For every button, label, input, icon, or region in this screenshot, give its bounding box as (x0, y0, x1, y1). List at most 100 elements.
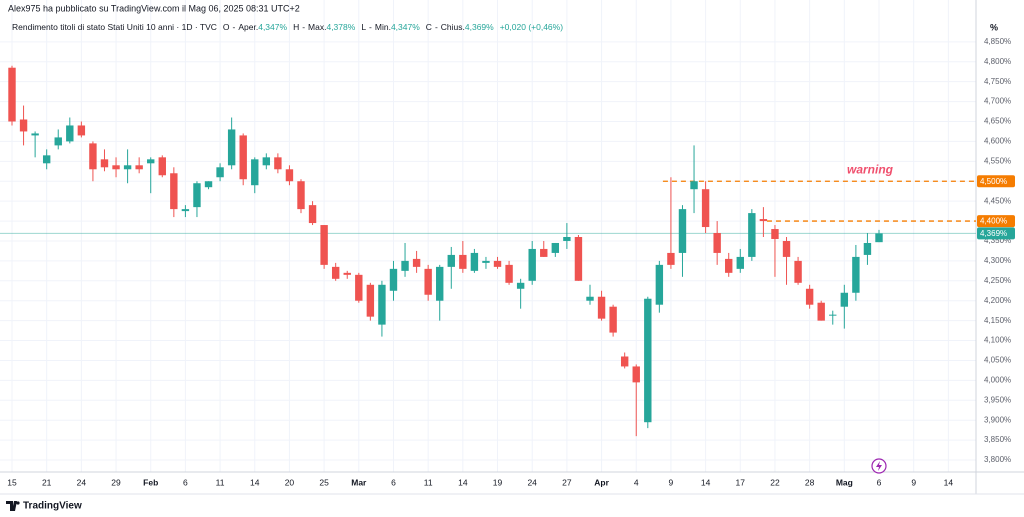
candle-body (482, 260, 490, 263)
legend-separator: - (369, 22, 372, 32)
candle-body (470, 252, 479, 271)
candle-body (840, 292, 849, 307)
candle-body (147, 159, 155, 164)
candle-body (8, 67, 16, 122)
candle-body (239, 135, 247, 180)
logo-dot (16, 501, 20, 505)
y-tick-label: 4,550% (984, 156, 1011, 165)
candle-body (89, 143, 97, 170)
x-tick-label: 6 (877, 477, 882, 487)
y-tick-label: 4,650% (984, 117, 1011, 126)
candle-body (794, 260, 802, 283)
candle-body (42, 155, 51, 164)
candle-body (251, 159, 259, 186)
price-badge-label: 4,369% (980, 229, 1007, 238)
candle-body (378, 284, 386, 325)
icon-bolt[interactable] (876, 461, 882, 471)
candle-body (204, 181, 213, 188)
candle-body (516, 282, 525, 289)
x-tick-label: 22 (770, 477, 780, 487)
candle-body (366, 284, 375, 317)
candle-body (112, 165, 120, 170)
candle-body (193, 183, 201, 208)
logo-mark (6, 501, 17, 511)
candle-body (320, 225, 328, 265)
candle-body (713, 233, 721, 253)
candle-body (678, 209, 687, 253)
candle-body (19, 119, 28, 132)
y-tick-label: 3,900% (984, 415, 1011, 424)
candle-body (77, 125, 86, 136)
legend-field: Chius. (441, 22, 465, 32)
candle-body (829, 314, 837, 316)
candle-body (343, 272, 351, 275)
x-tick-label: 27 (562, 477, 572, 487)
x-tick-label: 15 (7, 477, 17, 487)
x-tick-label: 29 (111, 477, 121, 487)
x-tick-label: Feb (143, 477, 158, 487)
candle-body (331, 266, 340, 279)
candle-body (401, 260, 409, 271)
candle-body (135, 165, 143, 170)
y-tick-label: 4,350% (984, 236, 1011, 245)
candle-body (725, 258, 733, 273)
candle-body (285, 169, 294, 182)
legend-value: 4,347% (258, 22, 287, 32)
candle-body (863, 242, 872, 255)
candle-body (100, 159, 109, 168)
y-tick-label: 4,700% (984, 97, 1011, 106)
x-tick-label: 17 (736, 477, 746, 487)
candle-body (805, 288, 814, 305)
x-tick-label: 14 (458, 477, 468, 487)
brand-name: TradingView (23, 501, 82, 512)
candle-body (701, 189, 710, 228)
candle-body (528, 248, 536, 281)
candle-body (123, 165, 132, 170)
y-tick-label: 4,200% (984, 296, 1011, 305)
candle-body (632, 366, 640, 383)
brand-logo (6, 501, 20, 511)
y-tick-label: 4,750% (984, 77, 1011, 86)
candle-body (817, 302, 825, 321)
y-tick-label: 4,100% (984, 336, 1011, 345)
legend-field: Aper. (238, 22, 258, 32)
candle-body (875, 233, 883, 243)
x-tick-label: 11 (216, 477, 225, 487)
candle-body (54, 137, 62, 146)
candle-body (551, 242, 560, 253)
candle-body (227, 129, 236, 166)
candle-body (586, 296, 594, 301)
x-tick-label: Apr (594, 477, 609, 487)
x-tick-label: Mar (351, 477, 367, 487)
candle-body (493, 260, 502, 267)
x-tick-label: 9 (911, 477, 916, 487)
x-tick-label: 19 (493, 477, 503, 487)
x-tick-label: 11 (424, 477, 433, 487)
x-tick-label: 9 (669, 477, 674, 487)
candle-body (563, 236, 571, 241)
x-tick-label: 4 (634, 477, 639, 487)
legend-field: Max. (308, 22, 326, 32)
legend-separator: - (435, 22, 438, 32)
candle-body (690, 181, 698, 190)
legend-value: 4,378% (326, 22, 355, 32)
x-tick-label: 24 (527, 477, 537, 487)
candle-body (31, 133, 39, 136)
price-badge-label: 4,400% (980, 217, 1007, 226)
x-tick-label: 6 (391, 477, 396, 487)
candle-body (447, 254, 455, 267)
y-tick-label: 4,250% (984, 276, 1011, 285)
price-badge-label: 4,500% (980, 177, 1007, 186)
candle-body (505, 264, 513, 283)
candle-body (262, 157, 271, 166)
candle-body (782, 240, 791, 257)
x-tick-label: 14 (701, 477, 711, 487)
candle-body (736, 256, 744, 269)
candle-body (424, 268, 432, 295)
y-tick-label: 4,450% (984, 196, 1011, 205)
replay-icon[interactable] (871, 458, 887, 474)
candle-body (759, 219, 768, 222)
legend-key: C (426, 22, 432, 32)
